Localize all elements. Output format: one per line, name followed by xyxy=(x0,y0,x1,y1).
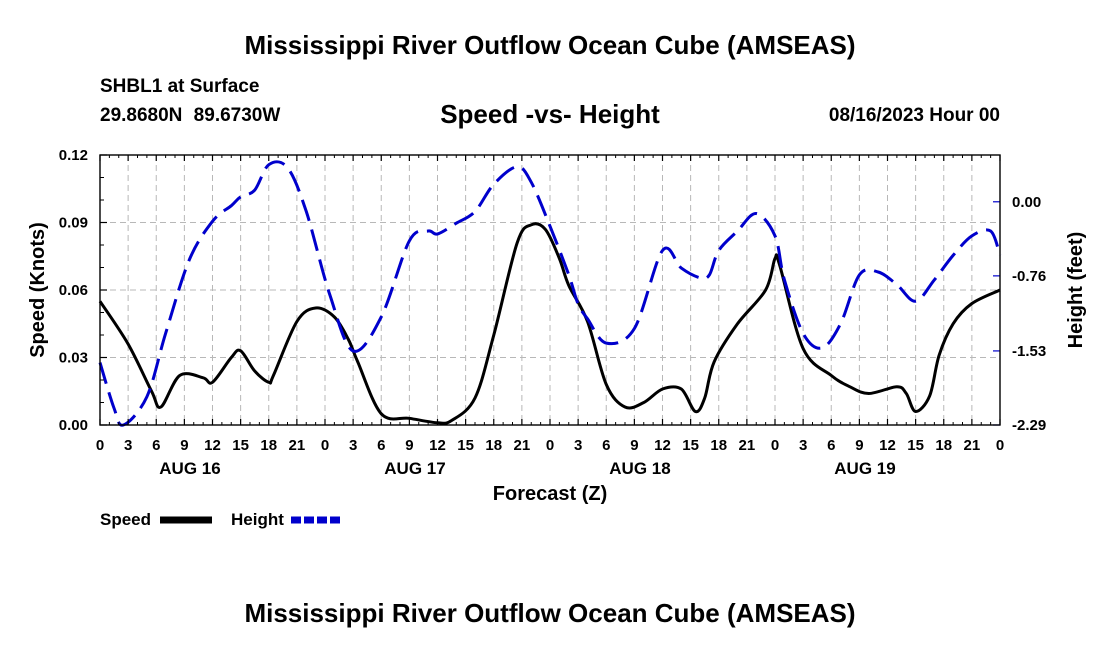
plot-frame xyxy=(99,154,1001,426)
y-left-tick-label: 0.06 xyxy=(59,282,88,299)
x-tick-label: 0 xyxy=(321,437,329,454)
x-tick-label: 6 xyxy=(827,437,835,454)
x-tick-label: 21 xyxy=(289,437,306,454)
x-tick-label: 9 xyxy=(855,437,863,454)
x-tick-label: 0 xyxy=(771,437,779,454)
x-tick-label: 18 xyxy=(260,437,277,454)
x-tick-label: 18 xyxy=(710,437,727,454)
date-label: AUG 18 xyxy=(609,459,670,478)
x-tick-label: 3 xyxy=(124,437,132,454)
legend: Speed Height xyxy=(100,510,343,529)
x-tick-label: 15 xyxy=(682,437,699,454)
y-left-tick-label: 0.03 xyxy=(59,350,88,367)
y-left-tick-label: 0.09 xyxy=(59,215,88,232)
date-label: AUG 19 xyxy=(834,459,895,478)
grid xyxy=(100,155,1000,425)
x-tick-label: 9 xyxy=(180,437,188,454)
coordinates-label: 29.8680N 89.6730W xyxy=(100,105,281,126)
y-left-tick-label: 0.00 xyxy=(59,417,88,434)
x-tick-label: 15 xyxy=(907,437,924,454)
forecast-datetime: 08/16/2023 Hour 00 xyxy=(828,105,1000,126)
x-tick-label: 3 xyxy=(799,437,807,454)
x-axis-label: Forecast (Z) xyxy=(493,483,607,505)
series-layer xyxy=(98,160,1002,427)
x-tick-label: 6 xyxy=(152,437,160,454)
x-tick-label: 12 xyxy=(654,437,671,454)
x-tick-label: 6 xyxy=(377,437,385,454)
y-axis-left-label: Speed (Knots) xyxy=(27,222,49,358)
chart-subtitle: Speed -vs- Height xyxy=(440,99,660,129)
x-tick-label: 0 xyxy=(996,437,1004,454)
x-tick-label: 12 xyxy=(879,437,896,454)
x-tick-label: 21 xyxy=(964,437,981,454)
x-tick-label: 3 xyxy=(349,437,357,454)
y-left-tick-label: 0.12 xyxy=(59,147,88,164)
footer-title: Mississippi River Outflow Ocean Cube (AM… xyxy=(244,598,856,628)
series-line-height xyxy=(98,160,1002,427)
x-tick-label: 18 xyxy=(485,437,502,454)
y-right-tick-label: -0.76 xyxy=(1012,268,1046,285)
x-tick-label: 9 xyxy=(630,437,638,454)
date-label: AUG 17 xyxy=(384,459,445,478)
axes-layer xyxy=(99,154,1001,426)
x-tick-label: 9 xyxy=(405,437,413,454)
x-tick-label: 0 xyxy=(96,437,104,454)
x-tick-label: 3 xyxy=(574,437,582,454)
x-tick-label: 12 xyxy=(204,437,221,454)
station-label: SHBL1 at Surface xyxy=(100,76,260,97)
legend-label-speed: Speed xyxy=(100,510,151,529)
x-tick-label: 12 xyxy=(429,437,446,454)
y-right-tick-label: 0.00 xyxy=(1012,194,1041,211)
labels-layer: 0 3 6 9 12 15 18 21 0 3 6 9 12 15 18 21 0 3 6 9 12 15 18 21 0 3 6 9… xyxy=(59,147,1046,478)
y-axis-right-label: Height (feet) xyxy=(1065,232,1087,349)
x-tick-label: 21 xyxy=(739,437,756,454)
legend-label-height: Height xyxy=(231,510,284,529)
x-tick-label: 6 xyxy=(602,437,610,454)
y-right-tick-label: -2.29 xyxy=(1012,417,1046,434)
y-right-tick-label: -1.53 xyxy=(1012,343,1046,360)
x-tick-label: 0 xyxy=(546,437,554,454)
x-tick-label: 15 xyxy=(457,437,474,454)
x-tick-label: 21 xyxy=(514,437,531,454)
series-line-speed xyxy=(98,222,1001,425)
chart-title: Mississippi River Outflow Ocean Cube (AM… xyxy=(244,30,856,60)
x-tick-label: 18 xyxy=(935,437,952,454)
x-tick-label: 15 xyxy=(232,437,249,454)
date-label: AUG 16 xyxy=(159,459,220,478)
